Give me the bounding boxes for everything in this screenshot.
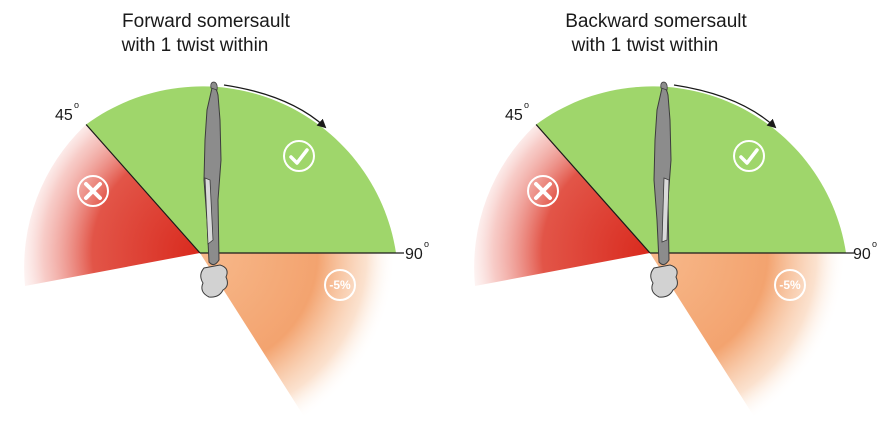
degree-symbol: o [424, 239, 429, 249]
angle-90-label: 90 [405, 246, 423, 263]
penalty-label: -5% [329, 278, 351, 292]
red-fail-sector [474, 124, 650, 286]
diver-figure [650, 81, 678, 298]
twist-angle-diagram: -5% 45 o 90 o [474, 81, 877, 418]
angle-90-label: 90 [853, 246, 871, 263]
rotation-arrow [673, 84, 777, 129]
check-icon [733, 140, 765, 172]
penalty-badge: -5% [324, 269, 356, 301]
red-fail-sector [24, 124, 201, 286]
penalty-badge: -5% [774, 269, 806, 301]
backward-panel: Backward somersault with 1 twist within … [450, 0, 880, 421]
title-line-1: Backward somersault [565, 11, 747, 32]
degree-symbol: o [872, 239, 877, 249]
twist-angle-diagram: -5% 45 o 90 o [24, 81, 429, 418]
45-degree-line [85, 124, 201, 254]
cross-icon [527, 175, 559, 207]
title-line-2: with 1 twist within [121, 35, 269, 56]
forward-panel: Forward somersault with 1 twist within -… [0, 10, 440, 418]
penalty-label: -5% [779, 278, 801, 292]
45-degree-line [535, 124, 651, 254]
orange-deduction-sector [650, 253, 846, 418]
degree-symbol: o [524, 100, 529, 110]
panel-title: Backward somersault with 1 twist within [450, 10, 880, 58]
degree-symbol: o [74, 100, 79, 110]
diver-figure [200, 81, 228, 298]
angle-45-label: 45 [505, 107, 523, 124]
orange-deduction-sector [200, 253, 396, 418]
title-line-2: with 1 twist within [571, 35, 719, 56]
panel-title: Forward somersault with 1 twist within [0, 10, 440, 58]
title-line-1: Forward somersault [122, 11, 290, 32]
angle-45-label: 45 [55, 107, 73, 124]
rotation-arrow [223, 84, 327, 129]
cross-icon [77, 175, 109, 207]
check-icon [283, 140, 315, 172]
